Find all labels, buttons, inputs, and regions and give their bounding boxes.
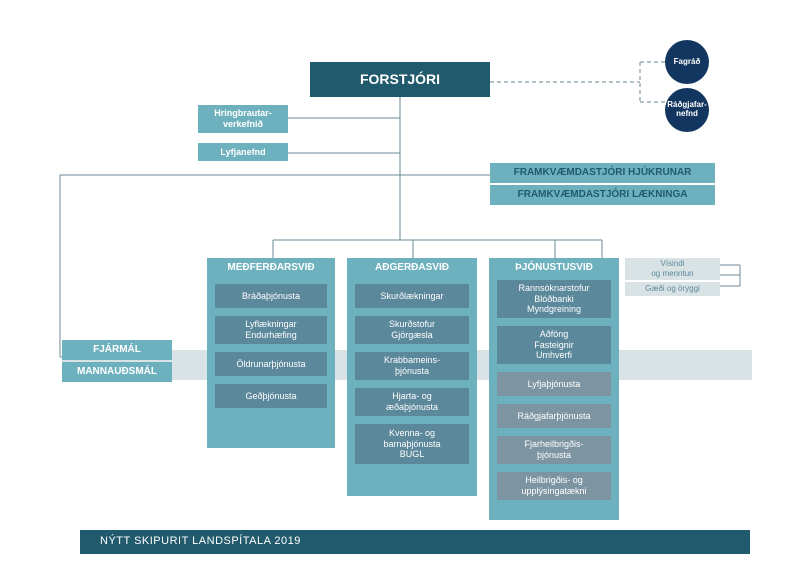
m2-label: Lyflækningar Endurhæfing bbox=[245, 319, 297, 341]
forstjori-box: FORSTJÓRI bbox=[310, 62, 490, 97]
footer-bar: NÝTT SKIPURIT LANDSPÍTALA 2019 bbox=[80, 530, 750, 554]
t6-box: Heilbrigðis- og upplýsingatækni bbox=[497, 472, 611, 500]
t3-label: Lyfjaþjónusta bbox=[528, 379, 581, 390]
laekninga-box: FRAMKVÆMDASTJÓRI LÆKNINGA bbox=[490, 185, 715, 205]
a1-box: Skurðlækningar bbox=[355, 284, 469, 308]
a3-label: Krabbameins- þjónusta bbox=[384, 355, 440, 377]
thjonustusvid-header: ÞJÓNUSTUSVIÐ bbox=[489, 258, 619, 278]
a5-box: Kvenna- og barnaþjónusta BUGL bbox=[355, 424, 469, 464]
m1-label: Bráðaþjónusta bbox=[242, 291, 300, 302]
fagrad-label: Fagráð bbox=[674, 58, 701, 67]
m3-box: Öldrunarþjónusta bbox=[215, 352, 327, 376]
gaedi-label: Gæði og öryggi bbox=[645, 284, 700, 294]
t3-box: Lyfjaþjónusta bbox=[497, 372, 611, 396]
medferdar-header: MEÐFERÐARSVIÐ bbox=[207, 258, 335, 278]
laekninga-label: FRAMKVÆMDASTJÓRI LÆKNINGA bbox=[518, 189, 688, 201]
fjarmal-label: FJÁRMÁL bbox=[93, 344, 141, 356]
t5-box: Fjarheilbrigðis- þjónusta bbox=[497, 436, 611, 464]
m1-box: Bráðaþjónusta bbox=[215, 284, 327, 308]
t2-label: Aðföng Fasteignir Umhverfi bbox=[534, 329, 574, 361]
a2-label: Skurðstofur Gjörgæsla bbox=[389, 319, 435, 341]
hringbrautar-label: Hringbrautar- verkefnið bbox=[214, 108, 272, 130]
a3-box: Krabbameins- þjónusta bbox=[355, 352, 469, 380]
t4-box: Ráðgjafarþjónusta bbox=[497, 404, 611, 428]
a1-label: Skurðlækningar bbox=[380, 291, 443, 302]
radgjafar-label: Ráðgjafar- nefnd bbox=[667, 101, 707, 119]
m4-box: Geðþjónusta bbox=[215, 384, 327, 408]
mannaudsmal-box: MANNAUÐSMÁL bbox=[62, 362, 172, 382]
radgjafar-circle: Ráðgjafar- nefnd bbox=[665, 88, 709, 132]
lyfjanefnd-label: Lyfjanefnd bbox=[220, 147, 265, 158]
m4-label: Geðþjónusta bbox=[245, 391, 296, 402]
forstjori-label: FORSTJÓRI bbox=[360, 71, 440, 88]
t2-box: Aðföng Fasteignir Umhverfi bbox=[497, 326, 611, 364]
adgerdasvid-header: AÐGERÐASVIÐ bbox=[347, 258, 477, 278]
m2-box: Lyflækningar Endurhæfing bbox=[215, 316, 327, 344]
fjarmal-box: FJÁRMÁL bbox=[62, 340, 172, 360]
fagrad-circle: Fagráð bbox=[665, 40, 709, 84]
footer-label: NÝTT SKIPURIT LANDSPÍTALA 2019 bbox=[100, 535, 301, 548]
a2-box: Skurðstofur Gjörgæsla bbox=[355, 316, 469, 344]
hringbrautar-box: Hringbrautar- verkefnið bbox=[198, 105, 288, 133]
t6-label: Heilbrigðis- og upplýsingatækni bbox=[521, 475, 586, 497]
t1-box: Rannsóknarstofur Blóðbanki Myndgreining bbox=[497, 280, 611, 318]
gaedi-box: Gæði og öryggi bbox=[625, 282, 720, 296]
m3-label: Öldrunarþjónusta bbox=[236, 359, 305, 370]
a4-box: Hjarta- og æðaþjónusta bbox=[355, 388, 469, 416]
mannaudsmal-label: MANNAUÐSMÁL bbox=[77, 366, 157, 378]
lyfjanefnd-box: Lyfjanefnd bbox=[198, 143, 288, 161]
a5-label: Kvenna- og barnaþjónusta BUGL bbox=[383, 428, 440, 460]
visindi-label: Vísindi og menntun bbox=[651, 259, 693, 278]
t5-label: Fjarheilbrigðis- þjónusta bbox=[524, 439, 583, 461]
adgerdasvid-label: AÐGERÐASVIÐ bbox=[375, 262, 449, 274]
medferdar-label: MEÐFERÐARSVIÐ bbox=[227, 262, 314, 274]
a4-label: Hjarta- og æðaþjónusta bbox=[386, 391, 438, 413]
t1-label: Rannsóknarstofur Blóðbanki Myndgreining bbox=[518, 283, 589, 315]
hjukrunar-label: FRAMKVÆMDASTJÓRI HJÚKRUNAR bbox=[514, 167, 692, 179]
t4-label: Ráðgjafarþjónusta bbox=[517, 411, 590, 422]
hjukrunar-box: FRAMKVÆMDASTJÓRI HJÚKRUNAR bbox=[490, 163, 715, 183]
thjonustusvid-label: ÞJÓNUSTUSVIÐ bbox=[515, 262, 593, 274]
visindi-box: Vísindi og menntun bbox=[625, 258, 720, 280]
